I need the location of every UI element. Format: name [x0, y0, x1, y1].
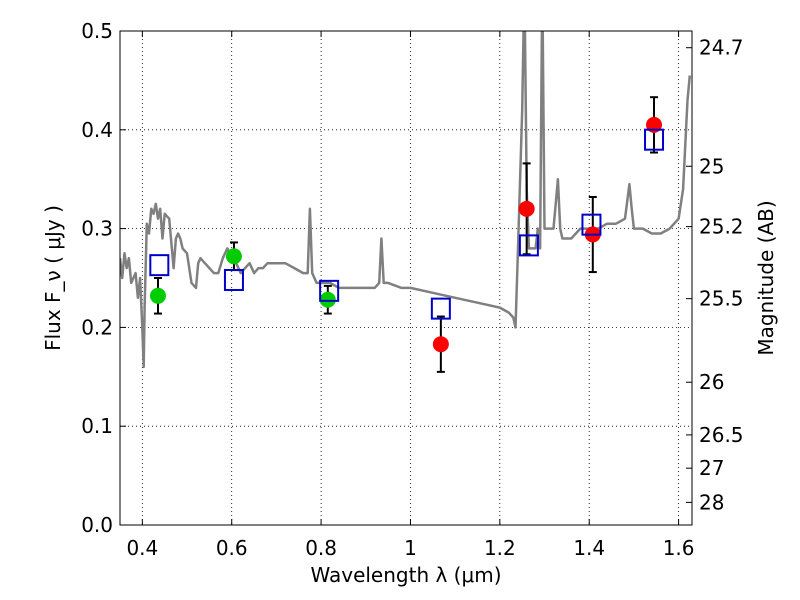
y-tick-label: 0.0	[81, 513, 113, 537]
right-tick-label: 25.2	[699, 215, 744, 239]
data-points-layer	[149, 116, 665, 353]
right-tick-label: 27	[699, 456, 724, 480]
synthetic-photometry-square	[149, 254, 170, 277]
nir-data-point	[432, 336, 449, 353]
synthetic-photometry-square	[518, 234, 539, 257]
x-tick-label: 1	[404, 536, 417, 560]
nir-data-point	[646, 116, 663, 133]
x-tick-label: 0.4	[126, 536, 158, 560]
grid-layer	[120, 31, 692, 525]
plot-frame	[119, 30, 693, 526]
synthetic-photometry-square	[430, 297, 451, 320]
y-tick-label: 0.5	[81, 19, 113, 43]
ticks-layer	[120, 30, 692, 526]
optical-data-point	[319, 291, 336, 308]
x-tick-label: 1.4	[573, 536, 605, 560]
y-axis-label-right: Magnitude (AB)	[754, 200, 778, 355]
model-spectrum-line	[120, 31, 692, 369]
tick-labels-layer: 0.4 0.6 0.8 1 1.2 1.4 1.6 0.0 0.1 0.2 0.3 0.4 0.5 24.…	[81, 19, 743, 560]
right-tick-label: 26.5	[699, 423, 744, 447]
y-axis-label-left: Flux F_ν ( μJy )	[41, 205, 65, 351]
x-tick-label: 1.2	[484, 536, 516, 560]
synthetic-photometry-square	[319, 279, 340, 302]
x-axis-label: Wavelength λ (μm)	[310, 563, 501, 587]
right-tick-label: 24.7	[699, 36, 744, 60]
model-spectrum-layer	[120, 31, 692, 369]
synthetic-photometry-square	[644, 128, 665, 151]
nir-data-point	[518, 200, 535, 217]
x-tick-label: 1.6	[663, 536, 695, 560]
x-tick-label: 0.6	[216, 536, 248, 560]
right-tick-label: 28	[699, 490, 724, 514]
synthetic-photometry-square	[581, 213, 602, 236]
right-tick-label: 25	[699, 154, 724, 178]
x-tick-label: 0.8	[305, 536, 337, 560]
synthetic-photometry-square	[223, 268, 244, 291]
y-tick-label: 0.2	[81, 315, 113, 339]
optical-data-point	[225, 248, 242, 265]
right-tick-label: 25.5	[699, 287, 744, 311]
y-tick-label: 0.1	[81, 414, 113, 438]
y-tick-label: 0.4	[81, 118, 113, 142]
optical-data-point	[149, 287, 166, 304]
right-tick-label: 26	[699, 370, 724, 394]
y-tick-label: 0.3	[81, 217, 113, 241]
